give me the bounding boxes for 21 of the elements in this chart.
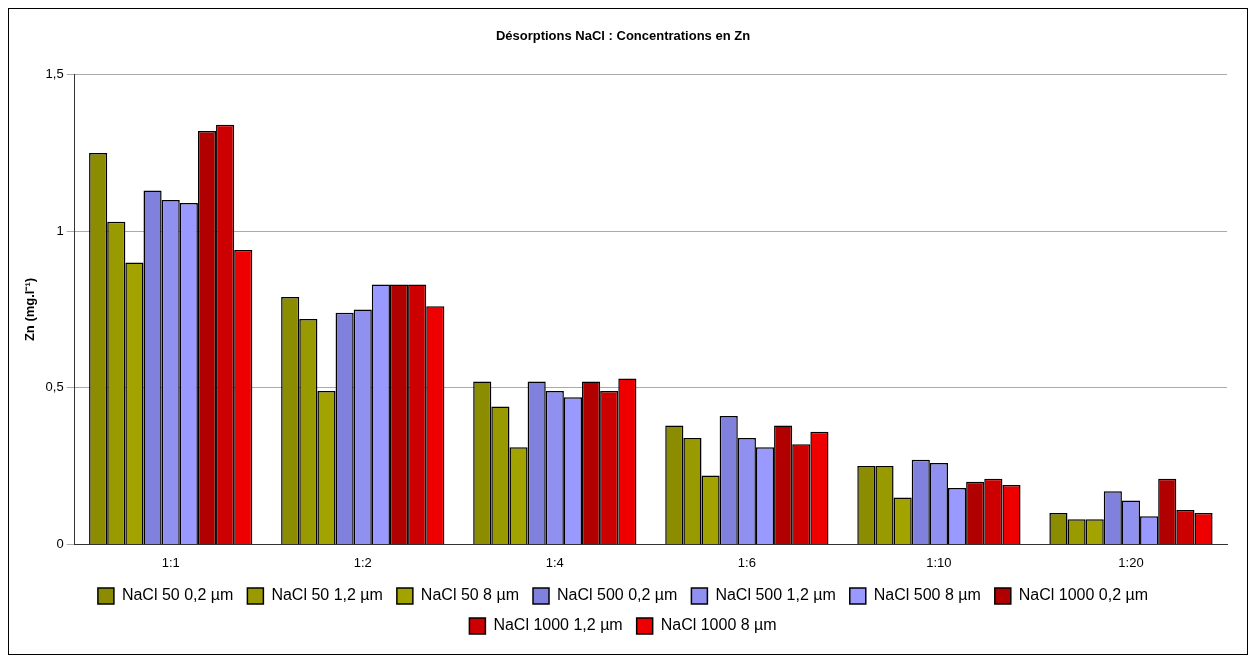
legend-label: NaCl 50 1,2 µm: [271, 586, 383, 604]
y-tick-label: 1,5: [45, 66, 64, 82]
legend-label: NaCl 500 8 µm: [873, 586, 981, 604]
legend-label: NaCl 50 8 µm: [420, 586, 520, 604]
chart-title: Désorptions NaCl : Concentrations en Zn: [495, 28, 751, 44]
legend-label: NaCl 500 0,2 µm: [557, 586, 678, 604]
legend-label: NaCl 1000 8 µm: [660, 616, 777, 634]
x-tick-label: 1:20: [1118, 554, 1144, 570]
y-tick-label: 0,5: [45, 379, 64, 395]
x-tick-label: 1:6: [737, 554, 756, 570]
y-tick-label: 0: [56, 535, 64, 551]
y-tick-label: 1: [56, 222, 64, 238]
x-tick-label: 1:4: [545, 554, 564, 570]
y-axis-title: Zn (mg.l⁻¹): [22, 277, 38, 342]
legend-label: NaCl 50 0,2 µm: [121, 586, 234, 604]
legend-label: NaCl 1000 0,2 µm: [1018, 586, 1149, 604]
legend-label: NaCl 1000 1,2 µm: [493, 616, 623, 634]
legend-label: NaCl 500 1,2 µm: [715, 586, 836, 604]
x-tick-label: 1:10: [926, 554, 952, 570]
x-tick-label: 1:2: [353, 554, 372, 570]
x-tick-label: 1:1: [161, 554, 180, 570]
